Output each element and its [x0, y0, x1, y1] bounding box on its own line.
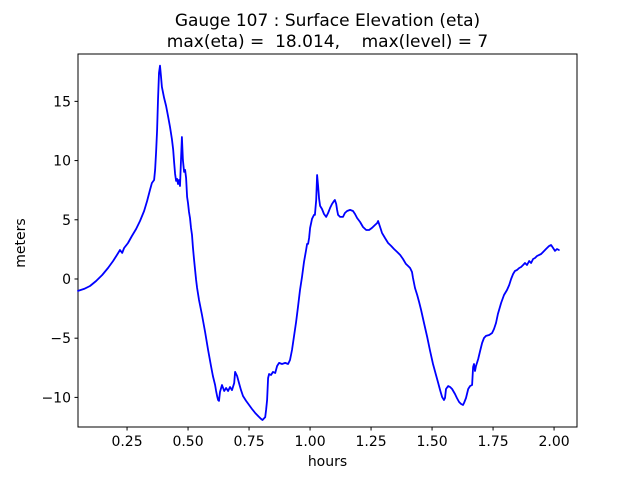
x-tick-label: 1.50: [416, 434, 447, 450]
chart-title: Gauge 107 : Surface Elevation (eta): [174, 11, 481, 31]
y-tick-label: 0: [62, 272, 71, 288]
x-tick-label: 0.25: [111, 434, 142, 450]
y-tick-label: 10: [53, 154, 71, 170]
y-tick-label: −5: [50, 331, 71, 347]
x-axis-ticks: 0.25 0.50 0.75 1.00 1.25 1.50 1.75 2.00: [111, 427, 570, 450]
plot-border: [77, 53, 578, 428]
x-tick-label: 1.25: [355, 434, 386, 450]
chart-subtitle: max(eta) = 18.014, max(level) = 7: [166, 31, 489, 52]
y-tick-label: 5: [62, 213, 71, 229]
x-axis-label: hours: [308, 454, 347, 470]
y-tick-label: −10: [41, 390, 71, 406]
eta-line: [77, 64, 560, 421]
x-tick-label: 0.75: [233, 434, 264, 450]
title-block: Gauge 107 : Surface Elevation (eta) max(…: [78, 11, 577, 52]
axes: hours meters: [13, 53, 578, 470]
y-axis-label: meters: [13, 218, 29, 267]
series-surface-elevation-eta: [77, 64, 560, 421]
y-tick-label: 15: [53, 94, 71, 110]
x-tick-label: 0.50: [172, 434, 203, 450]
x-tick-label: 1.75: [477, 434, 508, 450]
x-tick-label: 1.00: [294, 434, 325, 450]
y-axis-ticks: −10 −5 0 5 10 15: [41, 94, 78, 406]
x-tick-label: 2.00: [538, 434, 569, 450]
